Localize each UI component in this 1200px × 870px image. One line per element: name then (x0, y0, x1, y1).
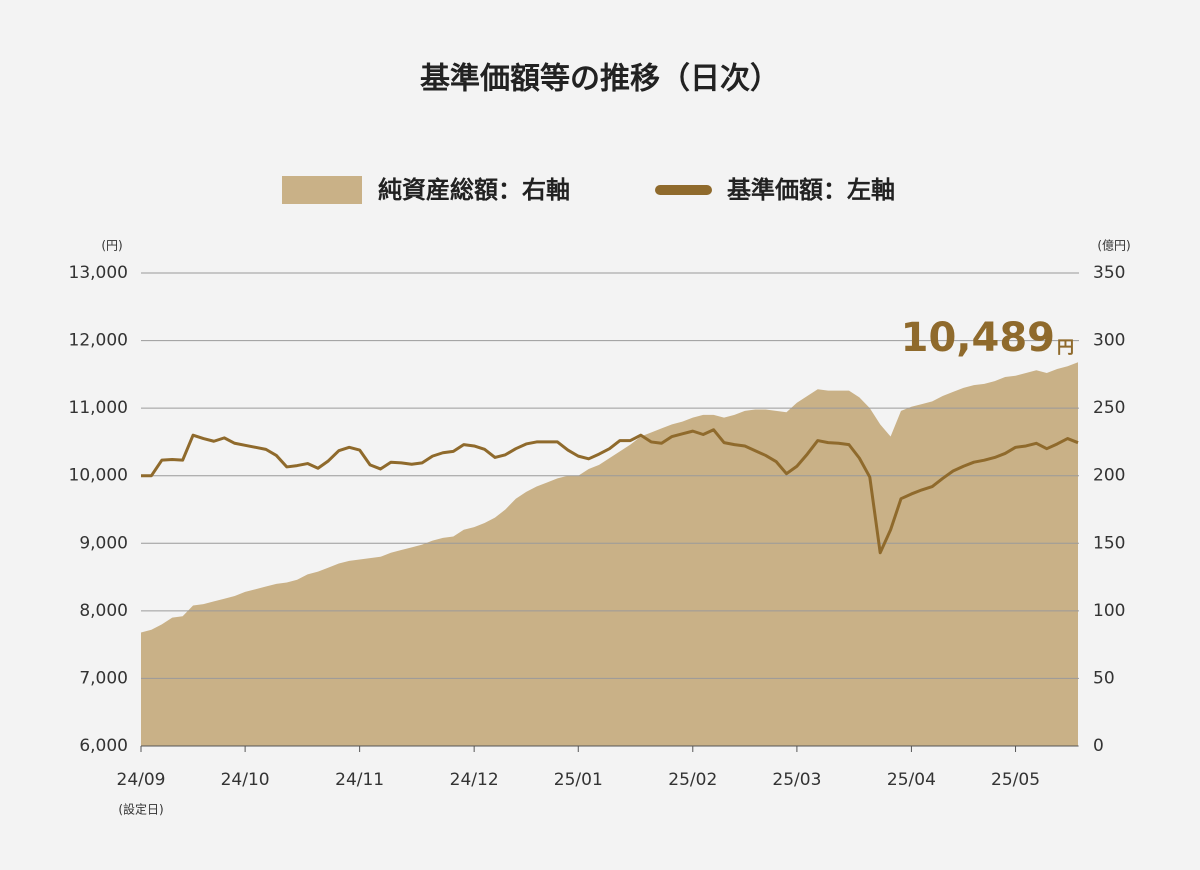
y-tick-label: 12,000 (69, 331, 128, 351)
legend-label: 基準価額：左軸 (727, 176, 895, 204)
value-label-unit: 円 (1057, 338, 1074, 358)
y2-tick-label: 250 (1093, 398, 1125, 418)
y2-tick-label: 300 (1093, 331, 1125, 351)
x-tick-label: 25/01 (554, 770, 603, 790)
y-tick-label: 9,000 (79, 533, 128, 553)
y-unit: (円) (101, 239, 122, 253)
x-annotation: (設定日) (118, 802, 163, 817)
x-tick-label: 24/09 (117, 770, 166, 790)
y2-tick-label: 150 (1093, 533, 1125, 553)
chart-title: 基準価額等の推移（日次） (420, 62, 780, 97)
y-tick-label: 6,000 (79, 736, 128, 756)
line (141, 428, 1079, 555)
y-tick-label: 7,000 (79, 668, 128, 688)
y-tick-label: 11,000 (69, 398, 128, 418)
legend-label: 純資産総額：右軸 (378, 176, 570, 204)
x-tick-label: 24/10 (221, 770, 270, 790)
y2-tick-label: 200 (1093, 466, 1125, 486)
y-tick-label: 8,000 (79, 601, 128, 621)
x-tick-label: 25/03 (772, 770, 821, 790)
y-tick-label: 13,000 (69, 263, 128, 283)
area (141, 362, 1078, 746)
y2-unit: (億円) (1097, 239, 1130, 253)
y-tick-label: 10,000 (69, 466, 128, 486)
x-tick-label: 24/12 (450, 770, 499, 790)
y2-tick-label: 0 (1093, 736, 1104, 756)
x-tick-label: 25/05 (991, 770, 1040, 790)
y2-tick-label: 50 (1093, 668, 1115, 688)
value-label: 10,489 (901, 315, 1055, 361)
x-tick-label: 24/11 (335, 770, 384, 790)
legend-swatch (282, 176, 362, 204)
x-tick-label: 25/04 (887, 770, 936, 790)
x-tick-label: 25/02 (668, 770, 717, 790)
y2-tick-label: 100 (1093, 601, 1125, 621)
y2-tick-label: 350 (1093, 263, 1125, 283)
